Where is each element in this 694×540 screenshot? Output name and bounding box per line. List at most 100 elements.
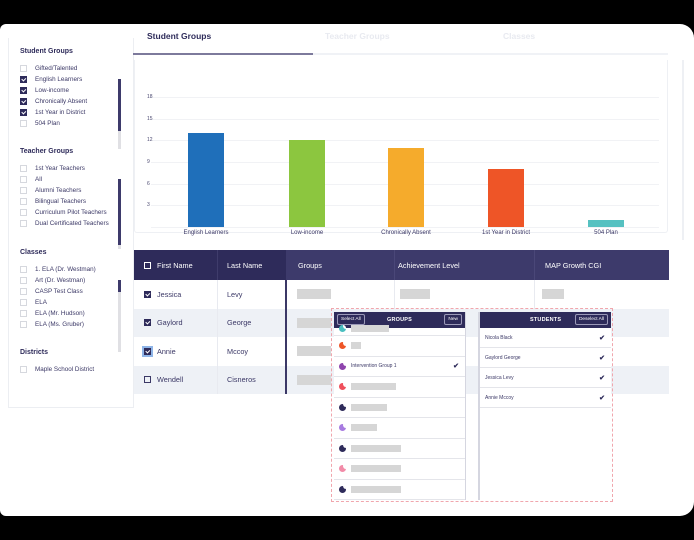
filter-checkbox[interactable] bbox=[20, 98, 27, 105]
redacted-value bbox=[400, 280, 430, 309]
sidebar-filter-item[interactable]: Maple School District bbox=[20, 364, 94, 375]
student-name: Annie Mccoy bbox=[485, 394, 514, 401]
table-row[interactable]: Jessica Levy bbox=[134, 280, 669, 309]
sidebar-filter-item[interactable]: Art (Dr. Westman) bbox=[20, 275, 96, 286]
filter-checkbox[interactable] bbox=[20, 266, 27, 273]
group-item[interactable] bbox=[334, 322, 465, 336]
bar-504-plan[interactable] bbox=[588, 219, 624, 227]
scrollbar[interactable] bbox=[118, 179, 121, 249]
sidebar-filter-item[interactable]: ELA bbox=[20, 297, 96, 308]
y-tick-label: 3 bbox=[147, 202, 150, 209]
sidebar-filter-item[interactable]: Bilingual Teachers bbox=[20, 196, 109, 207]
bar-low-income[interactable] bbox=[289, 140, 325, 227]
sidebar-filter-item[interactable]: All bbox=[20, 174, 109, 185]
student-item[interactable]: Annie Mccoy ✔ bbox=[480, 388, 611, 408]
sidebar-filter-item[interactable]: Chronically Absent bbox=[20, 96, 87, 107]
filter-checkbox[interactable] bbox=[20, 209, 27, 216]
student-item[interactable]: Jessica Levy ✔ bbox=[480, 368, 611, 388]
redacted-group-name bbox=[351, 383, 396, 391]
filter-checkbox[interactable] bbox=[20, 299, 27, 306]
filter-checkbox[interactable] bbox=[20, 277, 27, 284]
sidebar-filter-item[interactable]: 1. ELA (Dr. Westman) bbox=[20, 264, 96, 275]
x-axis-baseline bbox=[151, 227, 659, 228]
group-color-icon bbox=[339, 444, 346, 452]
redacted-group-name bbox=[351, 325, 389, 332]
sidebar-filter-item[interactable]: Gifted/Talented bbox=[20, 63, 87, 74]
student-item[interactable]: Gaylord George ✔ bbox=[480, 348, 611, 368]
sidebar-filter-item[interactable]: 504 Plan bbox=[20, 118, 87, 129]
sidebar-filter-item[interactable]: Dual Certificated Teachers bbox=[20, 218, 109, 229]
header-map-growth-cgi[interactable]: MAP Growth CGI bbox=[545, 260, 602, 270]
group-item[interactable] bbox=[334, 480, 465, 500]
sidebar-filter-item[interactable]: CASP Test Class bbox=[20, 286, 96, 297]
sidebar-filter-item[interactable]: Curriculum Pilot Teachers bbox=[20, 207, 109, 218]
filter-checkbox[interactable] bbox=[20, 120, 27, 127]
scrollbar[interactable] bbox=[118, 79, 121, 149]
filter-checkbox[interactable] bbox=[20, 198, 27, 205]
sidebar-filter-item[interactable]: ELA (Mr. Hudson) bbox=[20, 308, 96, 319]
bar-1st-year-in-district[interactable] bbox=[488, 169, 524, 227]
new-group-button[interactable]: New bbox=[444, 314, 462, 325]
filter-checkbox[interactable] bbox=[20, 220, 27, 227]
filter-label: 1st Year Teachers bbox=[35, 165, 85, 172]
student-name: Jessica Levy bbox=[485, 374, 514, 381]
header-first-name[interactable]: First Name bbox=[144, 250, 193, 280]
select-all-checkbox[interactable] bbox=[144, 261, 151, 269]
filter-label: 1st Year in District bbox=[35, 109, 86, 116]
y-tick-label: 18 bbox=[147, 94, 153, 100]
bar-chart: 3 6 9 12 15 18 English Learners Low-income Chron… bbox=[134, 60, 668, 236]
row-checkbox[interactable] bbox=[144, 319, 151, 327]
group-item[interactable] bbox=[334, 439, 465, 459]
filter-checkbox[interactable] bbox=[20, 310, 27, 317]
tab-classes[interactable]: Classes bbox=[503, 31, 536, 41]
filter-checkbox[interactable] bbox=[20, 87, 27, 94]
deselect-all-button[interactable]: Deselect All bbox=[574, 314, 608, 325]
filter-checkbox[interactable] bbox=[20, 288, 27, 295]
scrollbar[interactable] bbox=[118, 280, 121, 352]
filter-checkbox[interactable] bbox=[20, 109, 27, 116]
header-achievement-level[interactable]: Achievement Level bbox=[398, 260, 460, 270]
filter-label: 1. ELA (Dr. Westman) bbox=[35, 266, 96, 273]
x-tick-label: 1st Year in District bbox=[481, 230, 531, 236]
header-last-name[interactable]: Last Name bbox=[227, 260, 263, 270]
filter-checkbox[interactable] bbox=[20, 187, 27, 194]
group-item[interactable] bbox=[334, 377, 465, 398]
gridline bbox=[151, 118, 659, 120]
filter-checkbox[interactable] bbox=[20, 321, 27, 328]
groups-panel-title: GROUPS bbox=[387, 317, 413, 323]
group-item[interactable] bbox=[334, 398, 465, 418]
filter-label: ELA (Ms. Gruber) bbox=[35, 321, 84, 328]
tab-teacher-groups[interactable]: Teacher Groups bbox=[325, 31, 390, 41]
student-item[interactable]: Nicola Black ✔ bbox=[480, 328, 611, 348]
bar-english-learners[interactable] bbox=[188, 133, 224, 227]
x-tick-label: 504 Plan bbox=[594, 230, 618, 236]
sidebar-filter-item[interactable]: 1st Year in District bbox=[20, 107, 87, 118]
row-checkbox[interactable] bbox=[142, 345, 153, 357]
group-item[interactable] bbox=[334, 418, 465, 439]
checkmark-icon: ✔ bbox=[599, 394, 605, 402]
row-checkbox[interactable] bbox=[144, 290, 151, 298]
filter-checkbox[interactable] bbox=[20, 76, 27, 83]
group-item[interactable]: Intervention Group 1 ✔ bbox=[334, 357, 465, 377]
bar-chronically-absent[interactable] bbox=[388, 147, 424, 227]
sidebar-filter-item[interactable]: 1st Year Teachers bbox=[20, 163, 109, 174]
header-groups[interactable]: Groups bbox=[298, 260, 322, 270]
group-item[interactable] bbox=[334, 336, 465, 357]
tab-student-groups[interactable]: Student Groups bbox=[147, 31, 212, 41]
select-all-button[interactable]: Select All bbox=[337, 314, 365, 325]
filter-label: Curriculum Pilot Teachers bbox=[35, 209, 107, 216]
sidebar-section-teacher-groups: Teacher Groups 1st Year Teachers All Alumn… bbox=[20, 148, 109, 229]
sidebar-filter-item[interactable]: ELA (Ms. Gruber) bbox=[20, 319, 96, 330]
page-scrollbar[interactable] bbox=[682, 60, 684, 240]
sidebar-filter-item[interactable]: Alumni Teachers bbox=[20, 185, 109, 196]
row-checkbox[interactable] bbox=[144, 376, 151, 384]
group-item[interactable] bbox=[334, 459, 465, 480]
filter-checkbox[interactable] bbox=[20, 366, 27, 373]
filter-checkbox[interactable] bbox=[20, 176, 27, 183]
sidebar-filter-item[interactable]: English Learners bbox=[20, 74, 87, 85]
redacted-group-name bbox=[351, 424, 377, 432]
tab-underline bbox=[313, 53, 668, 55]
filter-checkbox[interactable] bbox=[20, 165, 27, 172]
sidebar-filter-item[interactable]: Low-income bbox=[20, 85, 87, 96]
filter-checkbox[interactable] bbox=[20, 65, 27, 72]
